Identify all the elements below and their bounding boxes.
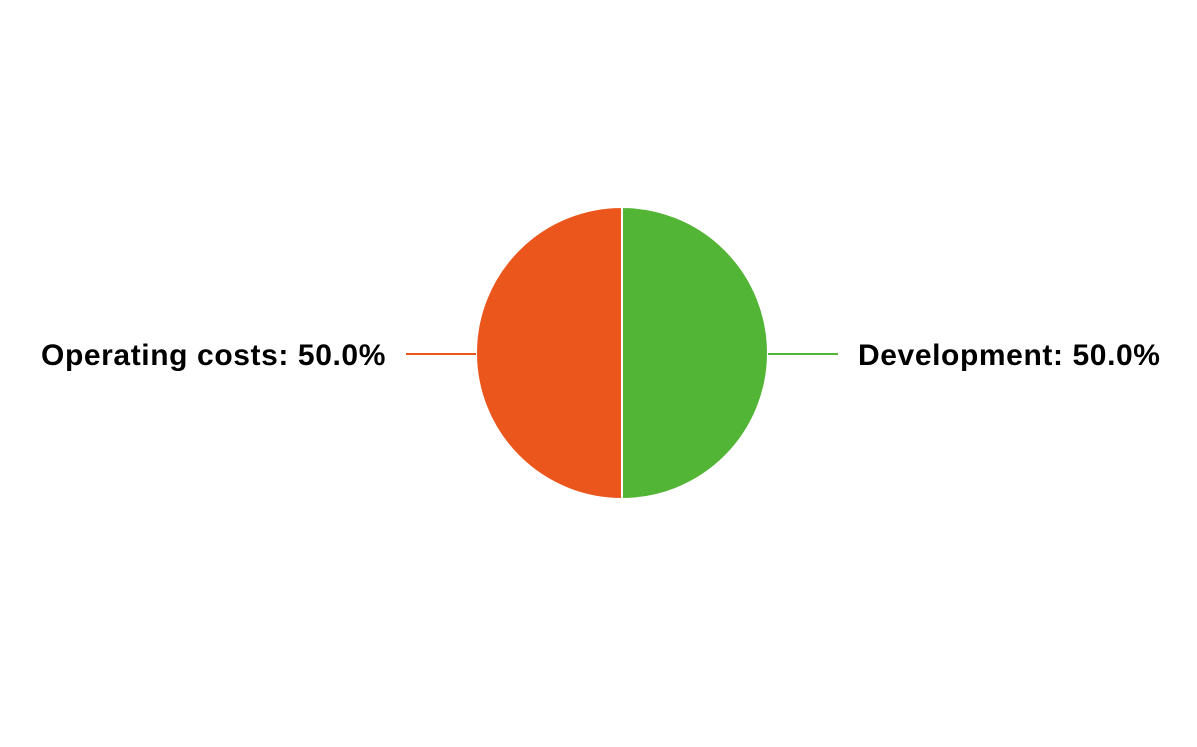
pie-slice-development <box>621 205 769 501</box>
pie-slices <box>475 205 769 501</box>
pie-slice-operating-costs <box>475 205 623 501</box>
slice-label-development: Development: 50.0% <box>858 339 1161 372</box>
slice-label-operating-costs: Operating costs: 50.0% <box>41 339 386 372</box>
slice-labels: Development: 50.0% Operating costs: 50.0% <box>41 339 1161 372</box>
